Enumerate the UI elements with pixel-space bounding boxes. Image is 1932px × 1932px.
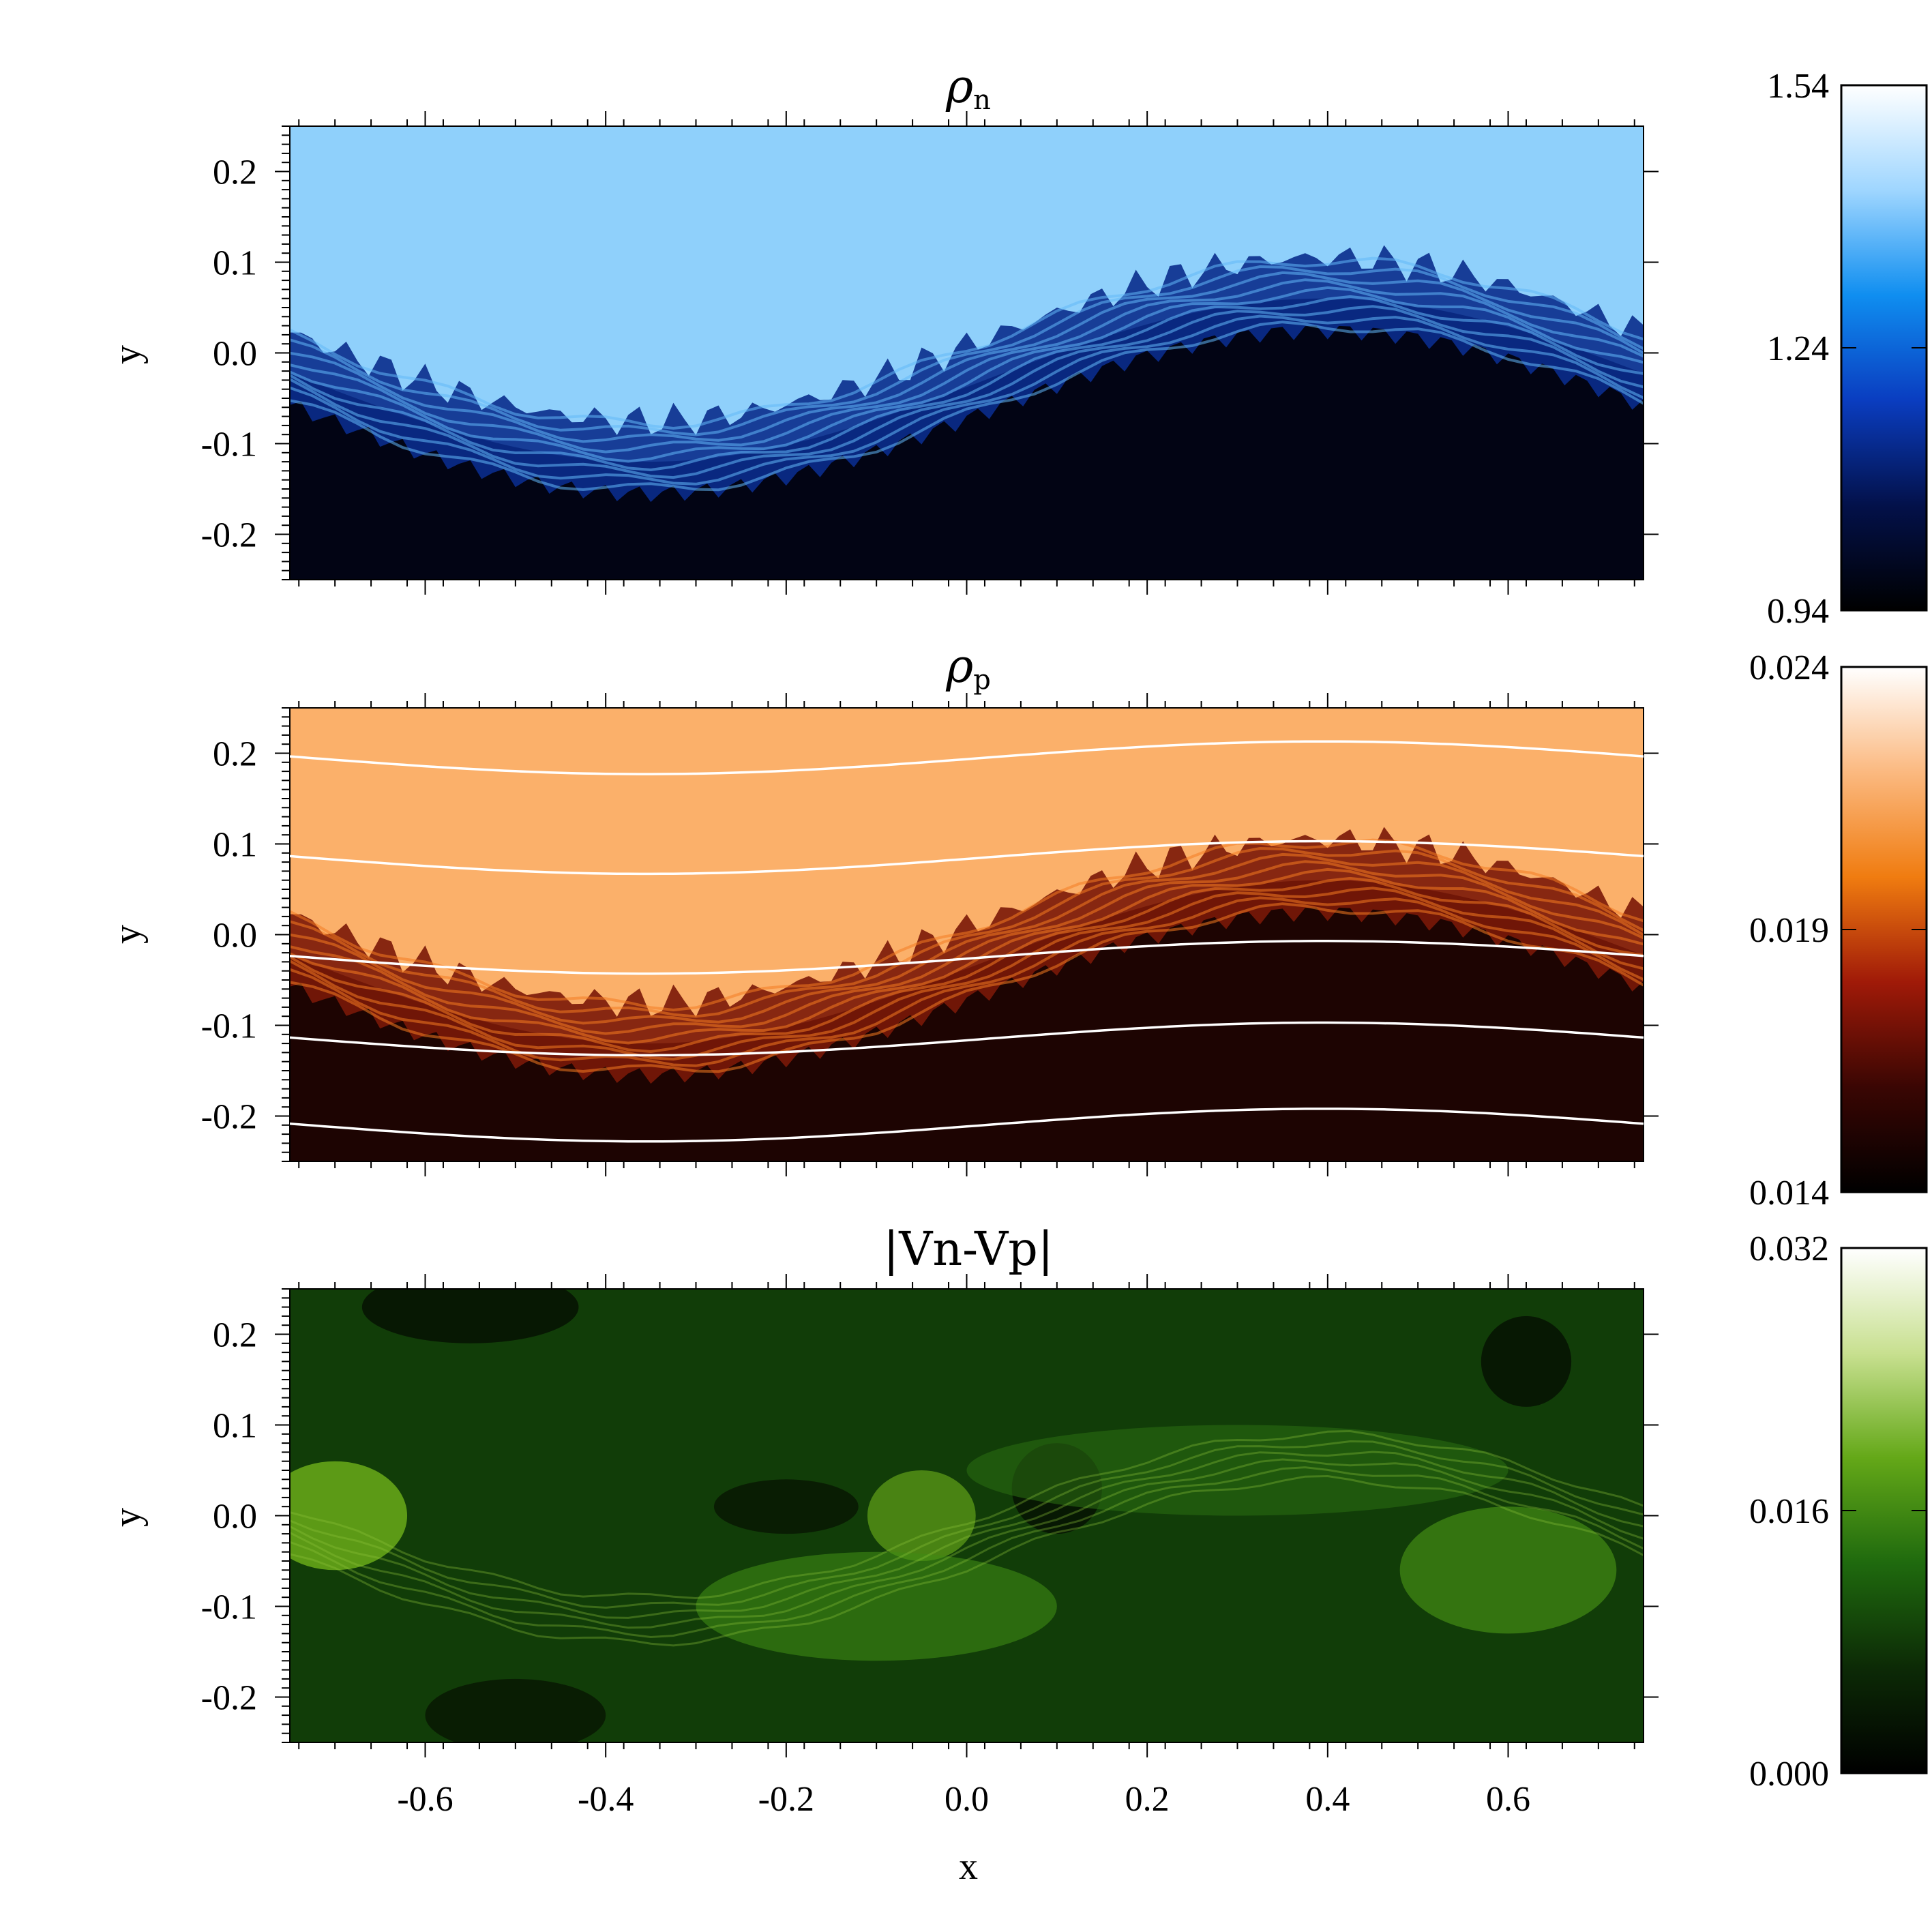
y-tick-label: -0.1: [201, 426, 257, 464]
heatmap-rho-n: [289, 125, 1644, 580]
drift-blob: [713, 1479, 859, 1534]
x-tick-label: -0.4: [578, 1780, 634, 1819]
mixing-streak: [290, 860, 1644, 1035]
mixing-streak: [290, 887, 1644, 1061]
title-symbol: ρ: [945, 60, 973, 114]
drift-blob: [867, 1470, 976, 1561]
mixing-streak: [290, 286, 1644, 463]
heatmap-rho-p: [289, 707, 1644, 1162]
mixing-layer: [290, 245, 1644, 503]
title-subscript: n: [973, 85, 991, 116]
heatmap-velocity-drift: [289, 1288, 1644, 1743]
y-tick-label: 0.2: [213, 735, 257, 774]
drift-blob: [361, 1289, 579, 1343]
mixing-streak: [290, 867, 1644, 1045]
y-axis-label: y: [106, 925, 149, 944]
colorbar-tick-label: 1.54: [1767, 67, 1829, 106]
mixing-streak: [290, 902, 1644, 1073]
drift-blob: [696, 1551, 1057, 1661]
field-line: [290, 1021, 1644, 1057]
x-tick-label: -0.6: [397, 1780, 453, 1819]
title-symbol: ρ: [945, 640, 973, 694]
y-tick-label: -0.1: [201, 1588, 257, 1627]
mixing-streak: [290, 876, 1644, 1054]
drift-blob: [290, 1461, 408, 1571]
mixing-streak: [290, 265, 1644, 436]
y-tick-label: 0.0: [213, 335, 257, 374]
drift-streak: [290, 1474, 1644, 1647]
mixing-streak: [290, 256, 1644, 430]
mixing-streak: [290, 846, 1644, 1018]
mixing-streak: [290, 305, 1644, 479]
colorbar-tick-label: 0.014: [1749, 1174, 1829, 1213]
colorbar-tick-label: 1.24: [1767, 329, 1829, 368]
mixing-streak: [290, 278, 1644, 454]
colorbar-tick-label: 0.94: [1767, 592, 1829, 631]
x-axis-label: x: [959, 1845, 978, 1888]
y-axis-label: y: [106, 1508, 149, 1527]
y-tick-label: 0.1: [213, 1407, 257, 1446]
colorbar-tick-label: 0.019: [1749, 911, 1829, 950]
mixing-streak: [290, 271, 1644, 443]
mixing-streak: [290, 838, 1644, 1012]
colorbar-rho-p: 0.014 0.019 0.024: [1749, 649, 1928, 1213]
y-tick-label: 0.1: [213, 244, 257, 283]
colorbar-tick-label: 0.000: [1749, 1755, 1829, 1794]
colorbar-tick-label: 0.016: [1749, 1492, 1829, 1531]
drift-blob: [425, 1678, 606, 1742]
axis-ticks: -0.2 -0.1 0.0 0.1 0.2: [201, 693, 1659, 1176]
x-tick-label: 0.0: [945, 1780, 989, 1819]
axis-ticks: -0.2 -0.1 0.0 0.1 0.2 -0.6 -0.4 -0.2 0.0 0.2 0.4 0.…: [201, 1274, 1659, 1819]
colorbar-rho-n: 0.94 1.24 1.54: [1767, 67, 1928, 631]
y-tick-label: 0.2: [213, 153, 257, 192]
drift-streak: [290, 1429, 1644, 1600]
drift-blob: [1399, 1506, 1617, 1634]
drift-streak: [290, 1440, 1644, 1609]
panel-rho-n: -0.2 -0.1 0.0 0.1 0.2 ρn y 0.94 1.24 1.54: [106, 60, 1928, 631]
y-tick-label: 0.0: [213, 1498, 257, 1536]
panel-velocity-drift: -0.2 -0.1 0.0 0.1 0.2 -0.6 -0.4 -0.2 0.0 0.2 0.4 0.…: [106, 1223, 1928, 1888]
lower-fluid: [290, 298, 1644, 580]
field-lines: [290, 740, 1644, 1143]
lower-fluid: [290, 880, 1644, 1161]
panel-title: |Vn-Vp|: [883, 1223, 1053, 1277]
panel-title: ρp: [945, 640, 991, 696]
field-line: [290, 839, 1644, 876]
x-tick-label: 0.4: [1305, 1780, 1350, 1819]
y-tick-label: -0.2: [201, 1098, 257, 1137]
panel-rho-p: -0.2 -0.1 0.0 0.1 0.2 ρp y 0.014 0.019 0.024: [106, 640, 1928, 1213]
x-tick-label: -0.2: [758, 1780, 814, 1819]
colorbar-tick-label: 0.024: [1749, 649, 1829, 687]
field-line: [290, 940, 1644, 975]
colorbar-tick-label: 0.032: [1749, 1230, 1829, 1268]
x-tick-label: 0.6: [1486, 1780, 1530, 1819]
drift-blob: [1481, 1316, 1572, 1407]
mixing-streak: [290, 314, 1644, 486]
y-tick-label: 0.1: [213, 826, 257, 865]
drift-blob: [966, 1425, 1509, 1516]
drift-streak: [290, 1451, 1644, 1619]
mixing-streak: [290, 321, 1644, 492]
field-line: [290, 740, 1644, 775]
colorbar-velocity-drift: 0.000 0.016 0.032: [1749, 1230, 1928, 1794]
y-tick-label: 0.0: [213, 917, 257, 955]
y-tick-label: 0.2: [213, 1316, 257, 1355]
axis-ticks: -0.2 -0.1 0.0 0.1 0.2: [201, 111, 1659, 595]
panel-title: ρn: [945, 60, 991, 116]
field-line: [290, 1108, 1644, 1143]
mixing-layer: [290, 827, 1644, 1084]
drift-streak: [290, 1458, 1644, 1629]
mixing-streak: [290, 852, 1644, 1025]
y-tick-label: -0.2: [201, 1679, 257, 1718]
y-tick-label: -0.2: [201, 516, 257, 555]
drift-streak: [290, 1466, 1644, 1639]
x-tick-label: 0.2: [1125, 1780, 1170, 1819]
y-tick-label: -0.1: [201, 1007, 257, 1046]
mixing-streak: [290, 896, 1644, 1067]
title-subscript: p: [973, 664, 991, 696]
mixing-streak: [290, 295, 1644, 472]
y-axis-label: y: [106, 345, 149, 364]
